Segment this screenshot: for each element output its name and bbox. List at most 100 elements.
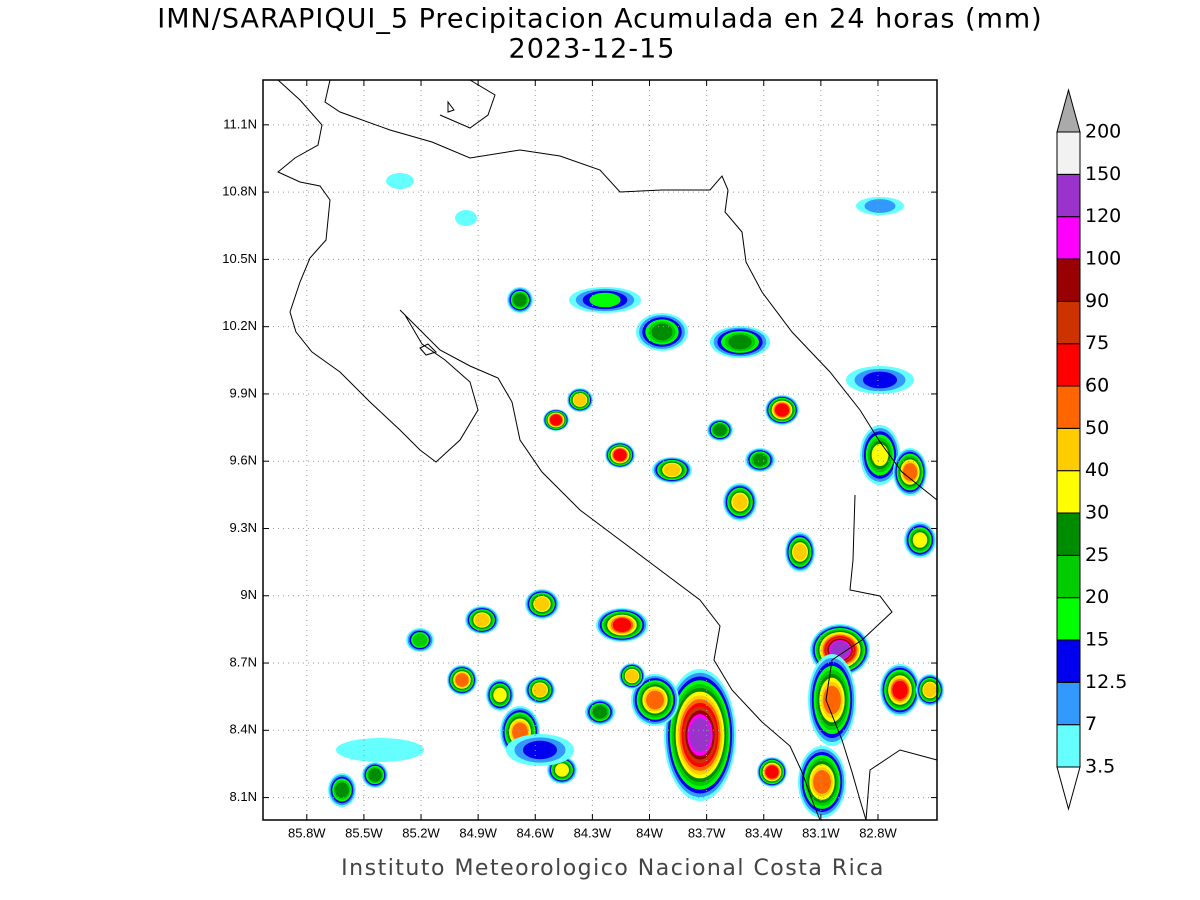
colorbar-label: 90 (1085, 290, 1109, 312)
colorbar-box (1056, 343, 1081, 387)
colorbar-box (1056, 724, 1081, 768)
lake-shore (439, 79, 496, 129)
rain-cell (549, 414, 563, 426)
rain-cell (752, 453, 768, 467)
lon-tick-label: 84.9W (459, 825, 497, 840)
rain-cell (592, 705, 608, 719)
colorbar-label: 20 (1085, 586, 1109, 608)
rain-cell (871, 443, 889, 467)
colorbar-box (1056, 681, 1081, 726)
lon-tick-label: 82.8W (859, 825, 897, 840)
lat-tick-label: 10.2N (222, 318, 257, 333)
rain-cell (573, 393, 587, 407)
rain-cell (589, 292, 621, 308)
precipitation-field (328, 173, 944, 818)
lat-tick-label: 9N (240, 587, 257, 602)
colorbar-label: 3.5 (1085, 756, 1115, 778)
footer: Instituto Meteorologico Nacional Costa R… (341, 856, 885, 881)
lat-tick-label: 8.7N (230, 654, 257, 669)
colorbar-label: 100 (1085, 248, 1121, 270)
rain-cell (455, 673, 469, 687)
colorbar-box (1056, 131, 1081, 175)
lon-tick-label: 84.6W (516, 825, 554, 840)
colorbar-box (1056, 512, 1081, 556)
colorbar-box (1056, 300, 1081, 345)
colorbar-label: 40 (1085, 459, 1109, 481)
rain-cell (368, 768, 382, 782)
lon-tick-label: 83.4W (745, 825, 783, 840)
lon-tick-label: 84W (636, 825, 663, 840)
rain-cell (523, 740, 557, 760)
rain-cell (612, 617, 632, 633)
rain-cell (864, 199, 896, 213)
colorbar-box (1056, 258, 1081, 302)
rain-cell (863, 371, 897, 389)
colorbar-box (1056, 554, 1081, 599)
lat-tick-label: 8.4N (230, 722, 257, 737)
rain-cell (534, 597, 550, 611)
colorbar-under (1056, 766, 1081, 811)
lat-tick-label: 8.1N (230, 789, 257, 804)
rain-cell (663, 463, 681, 477)
rain-cell (646, 690, 664, 710)
rain-cell (513, 293, 527, 307)
lon-tick-label: 85.8W (288, 825, 326, 840)
lon-tick-label: 84.3W (574, 825, 612, 840)
colorbar-label: 120 (1085, 205, 1121, 227)
rain-cell (689, 717, 711, 753)
colorbar-box (1056, 597, 1081, 641)
lat-tick-label: 10.5N (222, 251, 257, 266)
colorbar-label: 50 (1085, 417, 1109, 439)
colorbar-label: 12.5 (1085, 671, 1127, 693)
rain-cell (533, 683, 547, 697)
island (419, 343, 437, 356)
rain-cell (455, 210, 477, 226)
rain-cell (555, 763, 569, 777)
colorbar-box (1056, 216, 1081, 260)
caribbean-coast (724, 189, 938, 501)
map-frame (262, 79, 938, 821)
rain-cell (892, 680, 908, 700)
rain-cell (493, 687, 507, 703)
map-title: IMN/SARAPIQUI_5 Precipitacion Acumulada … (157, 4, 1042, 35)
colorbar: 3.5 7 12.5 15 20 25 30 40 50 60 75 90 100 120 150 200 (1056, 88, 1127, 811)
rain-cell (732, 494, 748, 510)
rain-cell (625, 669, 639, 683)
lon-tick-label: 83.1W (802, 825, 840, 840)
lat-tick-label: 9.9N (230, 385, 257, 400)
rain-cell (765, 765, 779, 779)
rain-cell (728, 334, 752, 350)
colorbar-label: 15 (1085, 629, 1109, 651)
lat-tick-label: 11.1N (223, 116, 257, 131)
rain-cell (793, 543, 807, 561)
colorbar-box (1056, 427, 1081, 472)
lat-tick-label: 9.3N (230, 520, 257, 535)
colorbar-box (1056, 173, 1081, 218)
rain-cell (813, 770, 831, 794)
colorbar-box (1056, 470, 1081, 514)
lat-tick-label: 9.6N (230, 453, 257, 468)
rain-cell (774, 403, 790, 417)
colorbar-box (1056, 385, 1081, 429)
lat-tick-label: 10.8N (222, 184, 257, 199)
colorbar-label: 25 (1085, 544, 1109, 566)
rain-cell (335, 782, 349, 798)
rain-cell (651, 323, 673, 341)
rain-cell (902, 463, 918, 481)
panama-border (825, 494, 893, 821)
rain-cell (923, 682, 937, 698)
colorbar-label: 150 (1085, 163, 1121, 185)
rain-cell (613, 448, 627, 462)
rain-cell (830, 641, 850, 659)
rain-cell (412, 633, 428, 647)
lon-tick-label: 85.5W (345, 825, 383, 840)
rain-cell (713, 423, 727, 437)
rain-cell (474, 613, 490, 627)
panama-coast (865, 749, 938, 821)
lon-tick-label: 83.7W (688, 825, 726, 840)
grid (263, 80, 937, 820)
colorbar-over (1056, 88, 1081, 133)
coastlines (277, 79, 938, 821)
rain-cell (912, 532, 928, 548)
